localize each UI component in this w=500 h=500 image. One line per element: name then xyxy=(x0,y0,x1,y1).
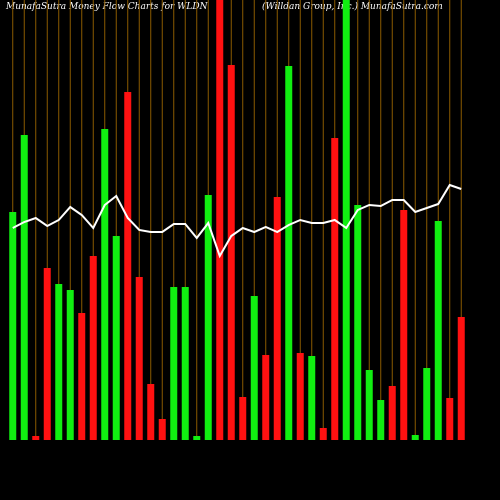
bar xyxy=(55,284,63,440)
bar xyxy=(273,197,281,440)
bar xyxy=(377,400,385,440)
bar xyxy=(262,355,270,440)
bar xyxy=(285,66,293,440)
bar xyxy=(388,386,396,440)
bar xyxy=(147,384,155,440)
bar xyxy=(43,268,51,440)
bar xyxy=(20,135,28,440)
bar xyxy=(89,256,97,440)
money-flow-line xyxy=(12,183,462,259)
bar xyxy=(296,353,304,440)
bar xyxy=(227,65,235,440)
bar xyxy=(400,210,408,440)
bar xyxy=(411,435,419,440)
bar xyxy=(308,356,316,440)
bar xyxy=(193,436,201,440)
bar xyxy=(204,195,212,440)
bar xyxy=(158,419,166,440)
bar xyxy=(423,368,431,440)
bar xyxy=(9,212,17,440)
bar xyxy=(32,436,40,440)
bar xyxy=(250,296,258,440)
bar xyxy=(365,370,373,440)
bar xyxy=(331,138,339,440)
bar xyxy=(170,287,178,440)
bar xyxy=(354,205,362,440)
bar xyxy=(457,317,465,440)
bar xyxy=(434,221,442,440)
bar xyxy=(135,277,143,440)
bar xyxy=(342,0,350,440)
chart-subtitle: (Willdan Group, Inc.) MunafaSutra.com xyxy=(262,1,443,12)
bar xyxy=(112,236,120,440)
chart-title: MunafaSutra Money Flow Charts for WLDN xyxy=(5,2,209,12)
bar xyxy=(101,129,109,440)
bar xyxy=(124,92,132,440)
bar xyxy=(66,290,74,440)
bar xyxy=(446,398,454,440)
bar xyxy=(181,287,189,440)
bar xyxy=(239,397,247,440)
bar xyxy=(319,428,327,440)
bar xyxy=(216,0,224,440)
bar xyxy=(78,313,86,440)
